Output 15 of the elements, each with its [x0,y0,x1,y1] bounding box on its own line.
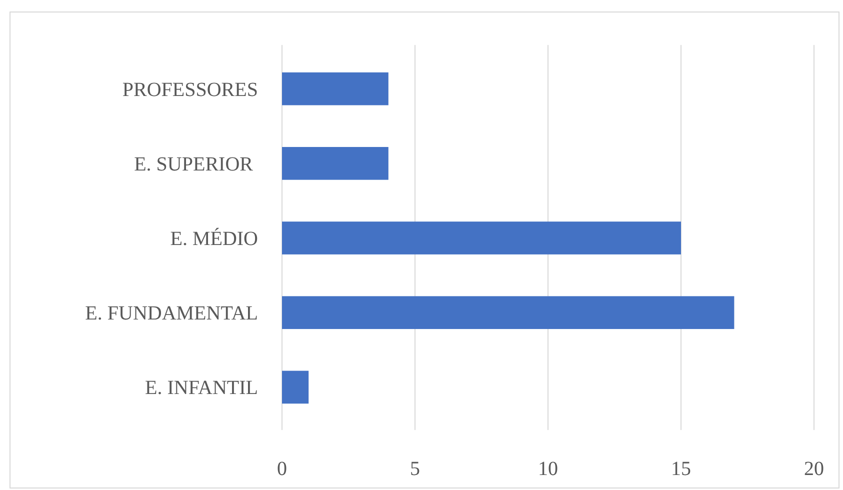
x-tick-label: 0 [277,458,287,480]
bar [282,222,681,254]
x-tick-label: 5 [410,458,420,480]
y-tick-label: E. MÉDIO [170,227,258,250]
x-tick-label: 10 [538,458,558,480]
y-tick-label: E. INFANTIL [145,377,258,400]
bar [282,146,388,180]
x-tick-label: 20 [804,458,824,480]
x-tick-label: 15 [671,458,691,480]
bar [282,72,388,106]
y-tick-label: E. SUPERIOR [134,153,258,176]
y-tick-label: PROFESSORES [122,78,258,101]
bar [282,296,734,330]
bar [282,370,309,404]
y-tick-label: E. FUNDAMENTAL [85,302,258,325]
